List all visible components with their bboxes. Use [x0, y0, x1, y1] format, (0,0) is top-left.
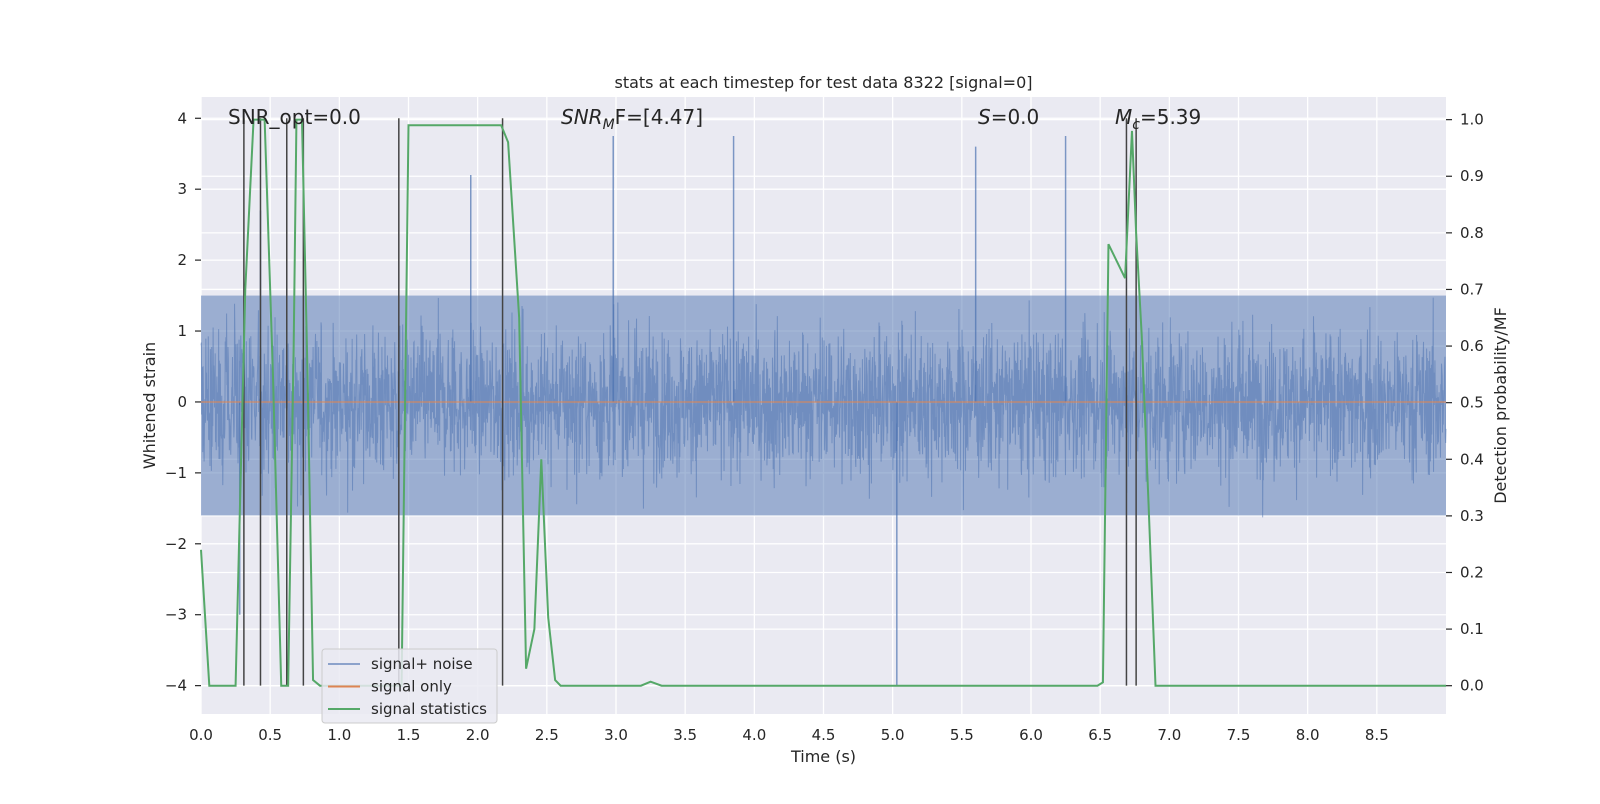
- x-tick-label: 4.5: [812, 726, 836, 744]
- legend-label-signal-noise: signal+ noise: [371, 655, 473, 673]
- y-tick-label-right: 0.3: [1460, 507, 1484, 525]
- annotation-mc-sub: c: [1132, 117, 1140, 133]
- y-tick-label-left: −1: [165, 464, 187, 482]
- x-tick-label: 3.0: [604, 726, 628, 744]
- annotation-s-rest: =0.0: [991, 105, 1040, 129]
- x-tick-label: 1.0: [327, 726, 351, 744]
- x-tick-label: 8.0: [1296, 726, 1320, 744]
- annotation-snr-mf-sub: M: [603, 117, 615, 133]
- x-tick-label: 2.5: [535, 726, 559, 744]
- annotation-snr-opt: SNR_opt=0.0: [228, 105, 361, 129]
- y-axis-label-left: Whitened strain: [140, 342, 159, 469]
- x-tick-label: 8.5: [1365, 726, 1389, 744]
- y-tick-label-right: 0.4: [1460, 450, 1484, 468]
- y-tick-label-right: 0.9: [1460, 167, 1484, 185]
- annotation-snr-mf-main: SNR: [561, 105, 603, 129]
- annotation-mc-main: M: [1115, 105, 1132, 129]
- y-tick-label-right: 0.8: [1460, 224, 1484, 242]
- x-tick-label: 1.5: [397, 726, 421, 744]
- x-tick-label: 5.5: [950, 726, 974, 744]
- x-axis-label: Time (s): [790, 747, 856, 766]
- y-tick-label-right: 1.0: [1460, 111, 1484, 129]
- y-tick-label-right: 0.5: [1460, 394, 1484, 412]
- x-tick-label: 5.0: [881, 726, 905, 744]
- chart-title: stats at each timestep for test data 832…: [614, 73, 1032, 92]
- y-tick-label-left: −3: [165, 606, 187, 624]
- annotation-s-var: S: [978, 105, 991, 129]
- legend-label-signal-only: signal only: [371, 678, 452, 696]
- x-tick-label: 7.5: [1227, 726, 1251, 744]
- legend-box: [321, 648, 498, 724]
- annotation-mc: Mc=5.39: [1115, 105, 1201, 133]
- signal-statistics-line: [200, 118, 1446, 687]
- x-tick-label: 0.0: [189, 726, 213, 744]
- x-tick-label: 3.5: [673, 726, 697, 744]
- y-tick-label-left: 3: [177, 180, 187, 198]
- x-tick-label: 7.0: [1157, 726, 1181, 744]
- annotation-s: S=0.0: [978, 105, 1039, 129]
- legend-label-signal-statistics: signal statistics: [371, 700, 487, 718]
- legend-entry-signal-only: signal only: [328, 678, 452, 696]
- y-tick-label-left: 1: [177, 322, 187, 340]
- y-tick-label-right: 0.6: [1460, 337, 1484, 355]
- x-tick-label: 6.0: [1019, 726, 1043, 744]
- legend-entry-signal-noise: signal+ noise: [328, 655, 473, 673]
- y-tick-label-left: −4: [165, 677, 187, 695]
- x-tick-label: 4.0: [742, 726, 766, 744]
- y-tick-label-right: 0.1: [1460, 620, 1484, 638]
- x-tick-label: 2.0: [466, 726, 490, 744]
- y-axis-label-right: Detection probability/MF: [1491, 307, 1510, 504]
- x-tick-label: 0.5: [258, 726, 282, 744]
- legend: signal+ noise signal only signal statist…: [321, 648, 498, 724]
- signal-noise-series: [200, 136, 1447, 686]
- y-tick-label-right: 0.2: [1460, 563, 1484, 581]
- y-tick-label-left: −2: [165, 535, 187, 553]
- axis-ticks: 0.0 0.5 1.0 1.5 2.0 2.5 3.0 3.5 4.0 4.5 5.0 5.5 6.0 6…: [165, 109, 1484, 744]
- annotation-snr-mf-rest: F=[4.47]: [615, 105, 703, 129]
- x-tick-label: 6.5: [1088, 726, 1112, 744]
- y-tick-label-right: 0.0: [1460, 677, 1484, 695]
- y-tick-label-left: 0: [177, 393, 187, 411]
- y-tick-label-left: 4: [177, 109, 187, 127]
- y-tick-label-left: 2: [177, 251, 187, 269]
- legend-entry-signal-statistics: signal statistics: [328, 700, 487, 718]
- annotation-mc-rest: =5.39: [1140, 105, 1201, 129]
- signal-statistics-series: [200, 118, 1446, 687]
- y-tick-label-right: 0.7: [1460, 280, 1484, 298]
- annotation-snr-mf: SNRMF=[4.47]: [561, 105, 703, 133]
